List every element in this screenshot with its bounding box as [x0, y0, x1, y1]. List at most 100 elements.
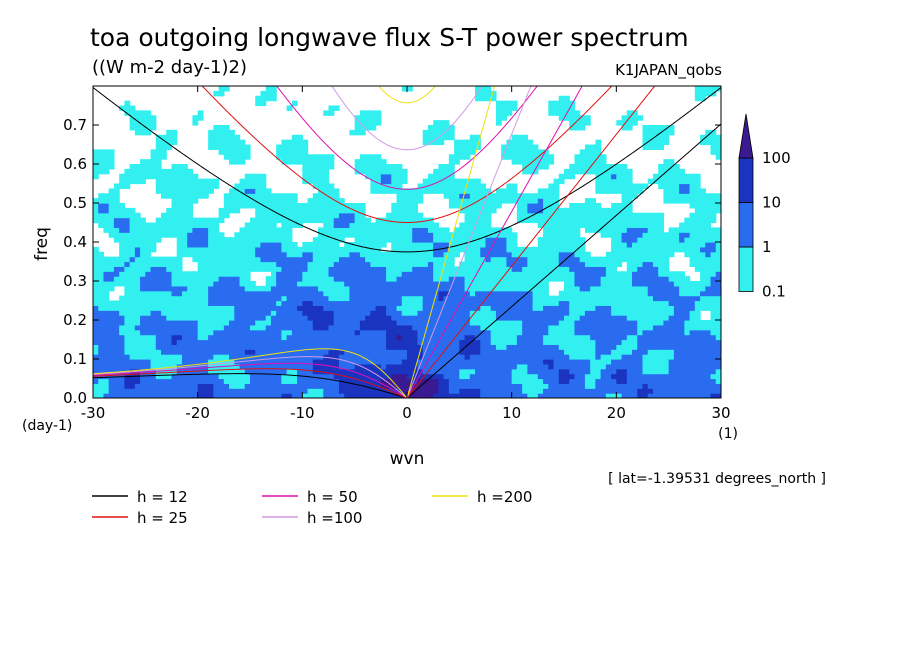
spectrum-cell: [590, 271, 596, 277]
spectrum-cell: [181, 324, 188, 331]
spectrum-cell: [579, 149, 586, 155]
spectrum-cell: [291, 149, 298, 155]
spectrum-cell: [155, 290, 162, 297]
spectrum-cell: [338, 222, 345, 228]
spectrum-cell: [475, 246, 481, 253]
spectrum-cell: [286, 305, 293, 311]
spectrum-cell: [338, 300, 345, 306]
spectrum-cell: [516, 144, 523, 150]
spectrum-cell: [255, 207, 262, 214]
spectrum-cell: [213, 320, 220, 326]
spectrum-cell: [323, 295, 330, 302]
spectrum-cell: [98, 349, 105, 355]
spectrum-cell: [595, 222, 602, 228]
spectrum-cell: [328, 256, 335, 263]
spectrum-cell: [124, 266, 131, 272]
spectrum-cell: [291, 324, 298, 331]
spectrum-cell: [370, 344, 377, 350]
spectrum-cell: [338, 359, 345, 365]
spectrum-cell: [318, 310, 324, 316]
spectrum-cell: [187, 183, 194, 189]
spectrum-cell: [344, 315, 351, 321]
spectrum-cell: [286, 159, 293, 165]
spectrum-cell: [658, 271, 665, 277]
spectrum-cell: [375, 310, 382, 316]
spectrum-cell: [150, 344, 157, 350]
spectrum-cell: [422, 339, 429, 345]
spectrum-cell: [140, 227, 146, 233]
spectrum-cell: [663, 159, 670, 165]
spectrum-cell: [548, 354, 555, 360]
spectrum-cell: [506, 300, 513, 306]
spectrum-cell: [145, 159, 152, 165]
spectrum-cell: [291, 261, 298, 267]
spectrum-cell: [307, 159, 314, 165]
spectrum-cell: [307, 173, 314, 180]
spectrum-cell: [647, 324, 654, 331]
spectrum-cell: [642, 183, 649, 189]
spectrum-cell: [590, 144, 596, 150]
spectrum-cell: [663, 256, 670, 263]
spectrum-cell: [595, 144, 602, 150]
spectrum-cell: [234, 183, 241, 189]
spectrum-cell: [150, 305, 157, 311]
spectrum-cell: [375, 368, 382, 375]
spectrum-cell: [244, 320, 251, 326]
spectrum-cell: [302, 173, 309, 180]
spectrum-cell: [501, 320, 508, 326]
spectrum-cell: [181, 271, 188, 277]
spectrum-cell: [338, 310, 345, 316]
spectrum-cell: [181, 183, 188, 189]
spectrum-cell: [522, 295, 528, 302]
spectrum-cell: [229, 276, 235, 282]
spectrum-cell: [543, 281, 549, 287]
spectrum-cell: [642, 295, 649, 302]
spectrum-cell: [197, 227, 204, 233]
spectrum-cell: [155, 285, 162, 292]
spectrum-cell: [391, 383, 398, 389]
spectrum-cell: [213, 354, 220, 360]
spectrum-cell: [333, 359, 340, 365]
spectrum-cell: [250, 300, 256, 306]
spectrum-cell: [213, 129, 220, 136]
spectrum-cell: [250, 261, 256, 267]
spectrum-cell: [626, 324, 633, 331]
spectrum-cell: [637, 188, 644, 194]
spectrum-cell: [422, 295, 429, 302]
spectrum-cell: [485, 373, 492, 380]
spectrum-cell: [380, 256, 387, 263]
spectrum-cell: [443, 125, 450, 131]
spectrum-cell: [574, 368, 581, 375]
spectrum-cell: [569, 339, 576, 345]
spectrum-cell: [98, 324, 105, 331]
spectrum-cell: [166, 168, 173, 175]
spectrum-cell: [501, 305, 508, 311]
spectrum-cell: [333, 339, 340, 345]
spectrum-cell: [532, 144, 539, 150]
spectrum-cell: [354, 237, 361, 243]
spectrum-cell: [124, 183, 131, 189]
spectrum-cell: [475, 373, 481, 380]
spectrum-cell: [349, 363, 356, 370]
spectrum-cell: [155, 173, 162, 180]
spectrum-cell: [553, 110, 560, 116]
spectrum-cell: [506, 368, 513, 375]
spectrum-cell: [166, 310, 173, 316]
spectrum-cell: [532, 256, 539, 263]
spectrum-cell: [333, 271, 340, 277]
spectrum-cell: [469, 295, 476, 302]
spectrum-cell: [443, 256, 450, 263]
spectrum-cell: [632, 290, 638, 297]
spectrum-cell: [532, 393, 539, 398]
spectrum-cell: [632, 334, 638, 341]
spectrum-cell: [433, 300, 439, 306]
spectrum-cell: [103, 193, 110, 199]
spectrum-cell: [663, 164, 670, 170]
spectrum-cell: [250, 373, 256, 380]
spectrum-cell: [558, 344, 565, 350]
spectrum-cell: [569, 120, 576, 126]
spectrum-cell: [124, 173, 131, 180]
spectrum-cell: [286, 276, 293, 282]
spectrum-cell: [569, 388, 576, 394]
spectrum-cell: [370, 373, 377, 380]
